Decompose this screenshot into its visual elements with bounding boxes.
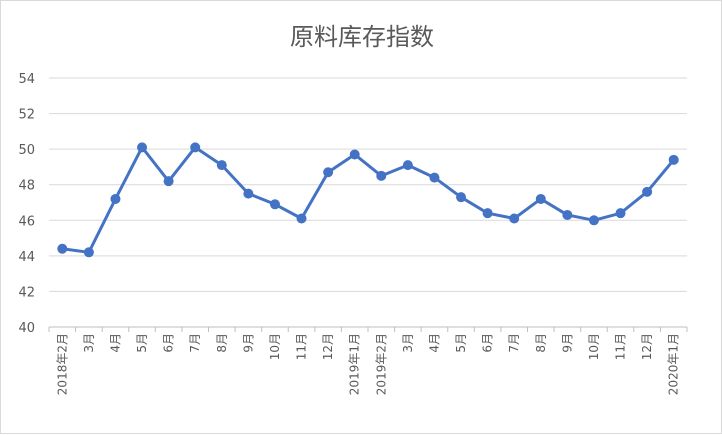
x-tick-label: 2020年1月: [667, 333, 681, 395]
x-tick-label: 6月: [162, 333, 176, 353]
data-point: [402, 160, 413, 171]
data-point: [509, 213, 520, 224]
x-tick-label: 2019年2月: [374, 333, 388, 395]
x-tick-label: 6月: [481, 333, 495, 353]
x-tick-label: 12月: [321, 333, 335, 360]
series-layer: [57, 142, 679, 258]
data-point: [110, 193, 121, 204]
data-point: [349, 149, 360, 160]
y-tick-label: 48: [18, 179, 35, 194]
x-tick-label: 3月: [82, 333, 96, 353]
x-tick-label: 11月: [614, 333, 628, 360]
x-tick-label: 8月: [215, 333, 229, 353]
x-tick-label: 9月: [241, 333, 255, 353]
data-point: [615, 208, 626, 219]
x-tick-label: 12月: [640, 333, 654, 360]
data-point: [243, 188, 254, 199]
data-point: [137, 142, 148, 153]
data-point: [296, 213, 307, 224]
data-point: [642, 186, 653, 197]
y-tick-label: 46: [18, 214, 35, 229]
x-tick-label: 7月: [507, 333, 521, 353]
x-tick-label: 5月: [135, 333, 149, 353]
data-point: [216, 160, 227, 171]
data-point: [269, 199, 280, 210]
gridlines: [49, 77, 687, 328]
x-tick-label: 9月: [560, 333, 574, 353]
series-line: [60, 145, 676, 254]
data-point: [668, 154, 679, 165]
x-tick-label: 11月: [295, 333, 309, 360]
data-point: [323, 167, 334, 178]
data-point: [83, 247, 94, 258]
x-tick-label: 4月: [427, 333, 441, 353]
x-axis: 2018年2月 3月 4月 5月 6月 7月 8月 9月 10月 11月 12月 2019年1月 201…: [48, 327, 688, 395]
data-point: [562, 209, 573, 220]
x-tick-label: 2018年2月: [55, 333, 69, 395]
x-tick-label: 7月: [188, 333, 202, 353]
data-point: [190, 142, 201, 153]
y-tick-label: 50: [18, 143, 35, 158]
data-point: [376, 170, 387, 181]
x-tick-label: 10月: [268, 333, 282, 360]
data-point: [535, 193, 546, 204]
y-tick-label: 42: [18, 285, 35, 300]
data-point: [482, 208, 493, 219]
data-point: [588, 215, 599, 226]
x-tick-label: 8月: [534, 333, 548, 353]
x-tick-label: 4月: [108, 333, 122, 353]
data-point: [57, 243, 68, 254]
chart-title: 原料库存指数: [290, 23, 434, 51]
data-point: [163, 176, 174, 187]
y-tick-label: 40: [18, 321, 35, 336]
data-point: [429, 172, 440, 183]
x-tick-label: 5月: [454, 333, 468, 353]
y-axis: 40 42 44 46 48 50 52 54: [18, 72, 35, 336]
x-tick-label: 10月: [587, 333, 601, 360]
x-tick-label: 2019年1月: [348, 333, 362, 395]
y-tick-label: 54: [18, 72, 35, 87]
x-tick-label: 3月: [401, 333, 415, 353]
y-tick-label: 52: [18, 108, 35, 123]
y-tick-label: 44: [18, 250, 35, 265]
data-point: [456, 192, 467, 203]
